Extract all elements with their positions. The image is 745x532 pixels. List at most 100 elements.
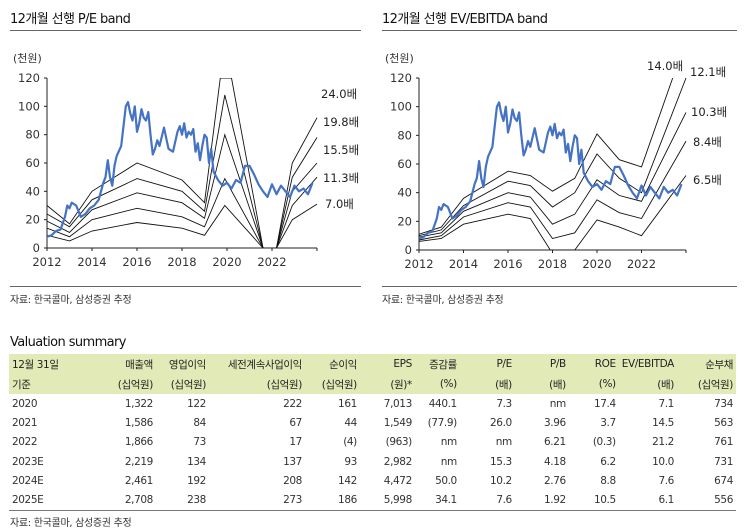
- y-tick-label: 80: [25, 128, 40, 142]
- table-cell: 50.0: [435, 474, 457, 487]
- price-line: [419, 101, 683, 240]
- band-line-10.3배: [419, 112, 687, 238]
- table-cell: nm: [495, 436, 512, 449]
- column-header: P/E: [459, 354, 515, 374]
- band-label: 14.0배: [647, 59, 683, 73]
- table-cell: 1,586: [124, 416, 153, 429]
- table-cell: 5,998: [359, 490, 415, 511]
- column-header-unit: (십억원): [76, 374, 156, 394]
- table-cell: 2,461: [124, 474, 153, 487]
- table-cell: 122: [187, 397, 206, 410]
- column-header-unit: (%): [414, 374, 460, 394]
- table-cell: 10.5: [568, 490, 619, 511]
- table-cell: 6.2: [600, 455, 616, 468]
- table-cell: 134: [187, 455, 206, 468]
- y-tick-label: 0: [33, 241, 40, 255]
- y-tick-label: 100: [390, 100, 412, 114]
- table-cell: 4.18: [544, 455, 566, 468]
- y-tick-label: 80: [397, 128, 412, 142]
- column-header-unit: (십억원): [208, 374, 305, 394]
- table-row: 2025E 2,708 238 273 186 5,998 34.1 7.6 1.92 10.5 6…: [9, 490, 736, 511]
- table-cell: 14.5: [652, 416, 674, 429]
- table-row: 2023E 2,219 134 137 93 2,982 nm 15.3 4.18 6.2 10.0…: [9, 452, 736, 471]
- y-tick-label: 120: [390, 71, 412, 85]
- y-tick-label: 40: [25, 184, 40, 198]
- valuation-summary-title: Valuation summary: [10, 335, 126, 350]
- column-header: 12월 31일: [9, 354, 77, 374]
- pe-source-rule: [10, 286, 361, 287]
- x-tick-label: 2018: [167, 255, 196, 269]
- x-tick-label: 2022: [627, 257, 656, 271]
- y-axis-unit-label: (천원): [385, 51, 414, 65]
- table-cell: 563: [714, 416, 733, 429]
- band-label: 7.0배: [325, 197, 354, 211]
- x-tick-label: 2012: [32, 255, 61, 269]
- table-cell: 26.0: [490, 416, 512, 429]
- x-tick-label: 2016: [493, 257, 522, 271]
- table-cell: 6.1: [618, 490, 677, 511]
- band-label: 6.5배: [693, 173, 722, 187]
- y-tick-label: 40: [397, 186, 412, 200]
- band-line-7.0배: [47, 203, 318, 248]
- y-tick-label: 120: [18, 71, 40, 85]
- table-cell: 21.2: [652, 436, 674, 449]
- x-tick-label: 2014: [77, 255, 106, 269]
- x-tick-label: 2020: [212, 255, 241, 269]
- table-cell: 44: [344, 416, 357, 429]
- table-cell: 761: [714, 436, 733, 449]
- table-cell: 222: [283, 397, 302, 410]
- column-header: 증감률: [414, 354, 460, 374]
- table-cell: 2,219: [124, 455, 153, 468]
- column-header: P/B: [514, 354, 569, 374]
- band-line-6.5배: [419, 175, 687, 250]
- band-line-24.0배: [47, 78, 318, 248]
- y-tick-label: 60: [397, 157, 412, 171]
- table-cell: 2,708: [76, 490, 156, 511]
- ev-source-note: 자료: 한국콜마, 삼성증권 추정: [382, 295, 504, 306]
- pe-band-chart: (천원) 0 20 40 60 80 100 120 2012 2014 2016 2018 2020 2…: [13, 51, 359, 269]
- x-tick-label: 2014: [449, 257, 478, 271]
- band-label: 10.3배: [691, 105, 727, 119]
- column-header: 순부채: [676, 354, 736, 374]
- ev-title-rule: [382, 30, 737, 31]
- table-cell: nm: [549, 397, 566, 410]
- band-label: 11.3배: [323, 171, 359, 185]
- band-line-11.3배: [47, 176, 318, 248]
- column-header: 매출액: [76, 354, 156, 374]
- x-tick-label: 2020: [582, 257, 611, 271]
- x-tick-label: 2018: [538, 257, 567, 271]
- table-cell: 3.7: [600, 416, 616, 429]
- column-header-unit: (배): [618, 374, 677, 394]
- column-header-unit: (십억원): [304, 374, 360, 394]
- band-label: 12.1배: [690, 65, 726, 79]
- table-cell: 8.8: [600, 474, 616, 487]
- row-year: 2025E: [9, 490, 77, 511]
- table-cell: (963): [385, 436, 413, 449]
- table-cell: 556: [676, 490, 736, 511]
- column-header: 영업이익: [155, 354, 209, 374]
- table-cell: 7,013: [383, 397, 412, 410]
- column-header-unit: 기준: [9, 374, 77, 394]
- table-cell: 73: [193, 436, 206, 449]
- table-cell: 93: [344, 455, 357, 468]
- x-tick-label: 2022: [257, 255, 286, 269]
- valuation-table: 12월 31일 매출액 영업이익 세전계속사업이익 순이익 EPS 증감률 P/E P/B ROE…: [9, 354, 736, 511]
- table-cell: 161: [338, 397, 357, 410]
- column-header: EV/EBITDA: [618, 354, 677, 374]
- table-cell: 7.6: [658, 474, 674, 487]
- row-year: 2021: [12, 416, 38, 429]
- table-cell: 674: [714, 474, 733, 487]
- band-label: 8.4배: [693, 135, 722, 149]
- y-tick-label: 0: [405, 243, 412, 257]
- column-header-unit: (원)*: [359, 374, 415, 394]
- band-label: 19.8배: [323, 115, 359, 129]
- table-cell: 208: [283, 474, 302, 487]
- table-header-row-2: 기준 (십억원) (십억원) (십억원) (십억원) (원)* (%) (배) (배) (%) (배…: [9, 374, 736, 394]
- table-cell: 137: [283, 455, 302, 468]
- column-header-unit: (배): [459, 374, 515, 394]
- ev-ebitda-band-chart: (천원) 0 20 40 60 80 100 120 2012 2014 2016 2018 2020 2…: [385, 51, 727, 271]
- table-cell: 7.6: [459, 490, 515, 511]
- table-cell: 1,549: [383, 416, 412, 429]
- band-label: 15.5배: [323, 143, 359, 157]
- pe-source-note: 자료: 한국콜마, 삼성증권 추정: [10, 295, 132, 306]
